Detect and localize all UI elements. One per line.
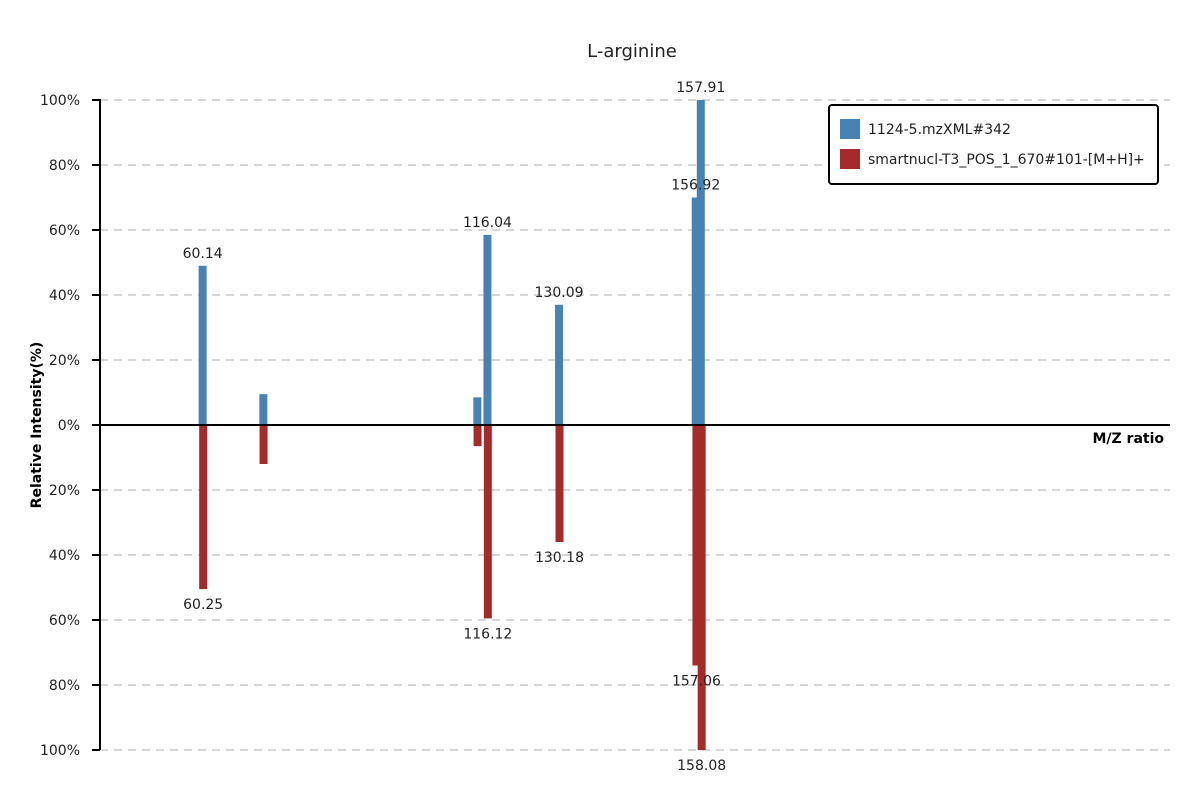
top-spectrum-peak-bar	[555, 304, 564, 425]
top-spectrum-peak-bar	[473, 397, 482, 425]
y-axis-tick-label: 100%	[40, 93, 80, 109]
legend-swatch-series-1	[840, 119, 860, 139]
y-axis-tick-label: 0%	[58, 418, 80, 434]
bottom-peak-label: 158.08	[677, 758, 726, 774]
top-spectrum-peak-bar	[259, 394, 268, 425]
bottom-spectrum-peak-bar	[199, 425, 208, 590]
top-spectrum-peak-bar	[691, 197, 700, 425]
spectrum-bars	[198, 100, 706, 750]
bottom-spectrum-peak-bar	[692, 425, 701, 666]
y-axis-tick-label: 20%	[49, 353, 80, 369]
legend-label-series-1: 1124-5.mzXML#342	[868, 122, 1011, 138]
legend-swatch-series-2	[840, 149, 860, 169]
bottom-peak-label: 60.25	[183, 597, 223, 613]
top-peak-label: 60.14	[183, 246, 223, 262]
bottom-spectrum-peak-bar	[555, 425, 564, 542]
y-axis-title: Relative Intensity(%)	[29, 342, 45, 509]
legend-label-series-2: smartnucl-T3_POS_1_670#101-[M+H]+	[868, 152, 1145, 168]
x-axis-title: M/Z ratio	[1092, 431, 1164, 447]
top-spectrum-peak-bar	[198, 265, 207, 425]
chart-title: L-arginine	[587, 41, 677, 62]
y-axis-tick-label: 60%	[49, 223, 80, 239]
y-axis-tick-label: 40%	[49, 548, 80, 564]
top-peak-label: 156.92	[671, 178, 720, 194]
top-peak-label: 130.09	[535, 285, 584, 301]
y-axis-tick-label: 60%	[49, 613, 80, 629]
y-axis-tick-labels: 100% 80% 60% 40% 20% 0% 20% 40% 60% 80% 100%	[40, 93, 80, 759]
bottom-peak-label: 116.12	[463, 626, 512, 642]
y-axis-tick-label: 80%	[49, 158, 80, 174]
y-axis-tick-label: 20%	[49, 483, 80, 499]
y-axis-tick-label: 100%	[40, 743, 80, 759]
legend: 1124-5.mzXML#342 smartnucl-T3_POS_1_670#…	[828, 104, 1159, 185]
top-spectrum-peak-bar	[696, 100, 705, 425]
peak-labels: 60.14 116.04 130.09 156.92 157.91 60.25 116.12…	[183, 80, 727, 774]
bottom-spectrum-peak-bar	[697, 425, 706, 750]
y-axis-tick-label: 80%	[49, 678, 80, 694]
bottom-spectrum-peak-bar	[259, 425, 268, 464]
bottom-peak-label: 130.18	[535, 550, 584, 566]
bottom-spectrum-peak-bar	[483, 425, 492, 619]
legend-box	[828, 104, 1159, 185]
top-peak-label: 157.91	[676, 80, 725, 96]
top-spectrum-peak-bar	[483, 234, 492, 425]
y-axis-tick-label: 40%	[49, 288, 80, 304]
top-peak-label: 116.04	[463, 215, 512, 231]
bottom-peak-label: 157.06	[672, 674, 721, 690]
bottom-spectrum-peak-bar	[473, 425, 482, 447]
grid-lines	[92, 99, 1170, 751]
